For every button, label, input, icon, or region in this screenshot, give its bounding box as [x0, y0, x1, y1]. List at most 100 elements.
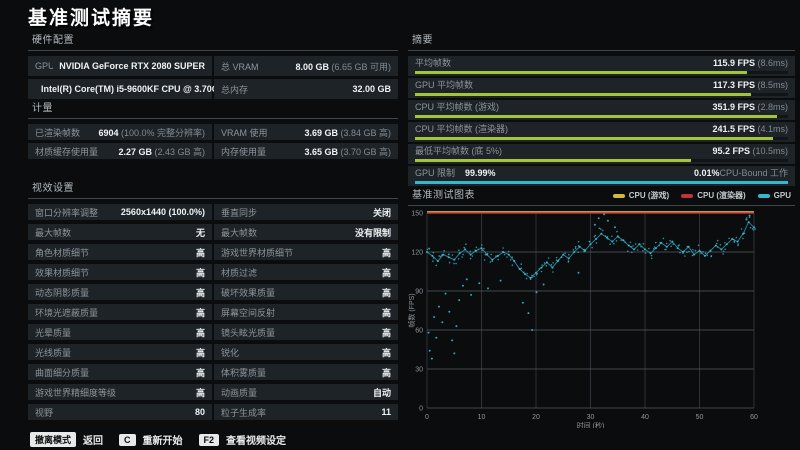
- svg-text:40: 40: [641, 414, 649, 421]
- setting-cell-value: 高: [195, 307, 205, 318]
- gpu-bound-label: GPU 限制: [415, 168, 456, 178]
- summary-row-label: 平均帧数: [415, 58, 452, 68]
- hint-back[interactable]: 撤离模式 返回: [30, 432, 103, 447]
- svg-text:90: 90: [415, 289, 423, 296]
- setting-cell-label: 效果材质细节: [35, 267, 90, 278]
- setting-cell-value: 关闭: [372, 207, 391, 218]
- hardware-cell-label: 总内存: [221, 84, 249, 95]
- summary-row-head: CPU 平均帧数 (游戏) 351.9 FPS (2.8ms): [415, 102, 788, 113]
- hardware-cell-label: 总 VRAM: [221, 61, 259, 72]
- metrics-header: 计量: [28, 98, 398, 119]
- metric-cell-value: 3.69 GB (3.84 GB 高): [304, 127, 391, 138]
- fps-bar-fill: [415, 71, 747, 74]
- graph-title: 基准测试图表: [412, 190, 475, 201]
- hardware-panel: 硬件配置 GPU NVIDIA GeForce RTX 2080 SUPER 总 V…: [28, 30, 398, 99]
- summary-row-head: CPU 平均帧数 (渲染器) 241.5 FPS (4.1ms): [415, 124, 788, 135]
- setting-cell-value: 高: [195, 387, 205, 398]
- summary-row-value: 115.9 FPS (8.6ms): [712, 58, 788, 68]
- metric-cell-muted: (100.0% 完整分辨率): [118, 127, 205, 138]
- setting-cell-value: 高: [195, 287, 205, 298]
- setting-cell-label: 屏幕空间反射: [221, 307, 276, 318]
- svg-text:60: 60: [750, 414, 758, 421]
- setting-cell-value: 高: [381, 367, 391, 378]
- setting-cell-value: 无: [195, 227, 205, 238]
- setting-cell: 光晕质量 高: [28, 324, 212, 340]
- setting-cell-value: 高: [381, 327, 391, 338]
- hint-video-settings[interactable]: F2 查看视频设定: [198, 432, 287, 447]
- hint-label: 查看视频设定: [226, 436, 287, 447]
- svg-text:150: 150: [411, 211, 423, 218]
- setting-cell: 锐化 高: [214, 344, 398, 360]
- setting-cell-label: 垂直同步: [221, 207, 258, 218]
- metric-cell-muted: (3.84 GB 高): [337, 127, 391, 138]
- setting-cell-value: 80: [194, 407, 205, 417]
- setting-cell: 屏幕空间反射 高: [214, 304, 398, 320]
- setting-cell: 光线质量 高: [28, 344, 212, 360]
- setting-cell: 曲面细分质量 高: [28, 364, 212, 380]
- setting-cell: 材质过滤 高: [214, 264, 398, 280]
- setting-cell-value: 11: [381, 407, 391, 417]
- metric-cell-value: 2.27 GB (2.43 GB 高): [118, 146, 205, 157]
- metric-cell-muted: (3.70 GB 高): [337, 146, 391, 157]
- gpu-bound-left: GPU 限制 99.99%: [415, 168, 496, 179]
- setting-cell: 动画质量 自动: [214, 384, 398, 400]
- setting-cell-label: 粒子生成率: [221, 407, 267, 418]
- legend-swatch: [681, 193, 694, 198]
- benchmark-chart-svg: 0 10 20 30 40 50 60 0 30 60 90 120 150 时间 (秒) 帧数 (FPS): [407, 211, 758, 431]
- setting-cell-label: 体积雾质量: [221, 367, 267, 378]
- summary-row-ms: (4.1ms): [754, 124, 788, 134]
- setting-cell: 粒子生成率 11: [214, 404, 398, 420]
- svg-text:10: 10: [478, 414, 486, 421]
- hint-bar: 撤离模式 返回 C 重新开始 F2 查看视频设定: [30, 432, 286, 447]
- setting-cell-label: 破坏效果质量: [221, 287, 276, 298]
- metric-cell: 内存使用量 3.65 GB (3.70 GB 高): [214, 143, 398, 159]
- setting-cell-label: 锐化: [221, 347, 240, 358]
- summary-header: 摘要: [408, 30, 795, 51]
- setting-cell-label: 游戏世界材质细节: [221, 247, 294, 258]
- hint-keycap: C: [119, 433, 136, 446]
- metrics-grid: 已渲染帧数 6904 (100.0% 完整分辨率) VRAM 使用 3.69 GB (…: [28, 124, 398, 159]
- graph-legend: CPU (游戏) CPU (渲染器) GPU: [612, 190, 791, 201]
- metric-cell-label: 内存使用量: [221, 146, 267, 157]
- metric-cell-value: 6904 (100.0% 完整分辨率): [98, 127, 205, 138]
- hardware-cell: GPU NVIDIA GeForce RTX 2080 SUPER: [28, 56, 212, 76]
- setting-cell-value: 高: [195, 267, 205, 278]
- visual-settings-header: 视效设置: [28, 178, 398, 199]
- setting-cell: 镜头眩光质量 高: [214, 324, 398, 340]
- setting-cell: 垂直同步 关闭: [214, 204, 398, 220]
- metric-cell: VRAM 使用 3.69 GB (3.84 GB 高): [214, 124, 398, 140]
- fps-bar-fill: [415, 93, 751, 96]
- fps-bar-fill: [415, 137, 774, 140]
- gpu-bound-bar-fill: [415, 181, 788, 184]
- setting-cell: 游戏世界材质细节 高: [214, 244, 398, 260]
- setting-cell-value: 高: [195, 347, 205, 358]
- summary-row: 平均帧数 115.9 FPS (8.6ms): [408, 56, 795, 76]
- page-title: 基准测试摘要: [28, 8, 155, 29]
- setting-cell-value: 高: [381, 347, 391, 358]
- setting-cell: 最大帧数 没有限制: [214, 224, 398, 240]
- hint-restart[interactable]: C 重新开始: [119, 432, 183, 447]
- svg-text:120: 120: [411, 250, 423, 257]
- setting-cell-value: 高: [381, 247, 391, 258]
- summary-rows: 平均帧数 115.9 FPS (8.6ms) GPU 平均帧数 117.3 FPS (…: [408, 56, 795, 186]
- summary-row-label: CPU 平均帧数 (游戏): [415, 102, 499, 112]
- hardware-cell-muted: (6.65 GB 可用): [328, 61, 391, 72]
- cpu-bound-label: CPU-Bound 工作: [719, 168, 788, 178]
- legend-label: GPU: [773, 191, 791, 200]
- summary-row-label: CPU 平均帧数 (渲染器): [415, 124, 508, 134]
- svg-text:0: 0: [419, 406, 423, 413]
- summary-row-ms: (8.5ms): [754, 80, 788, 90]
- hint-label: 重新开始: [142, 436, 183, 447]
- setting-cell: 环境光遮蔽质量 高: [28, 304, 212, 320]
- summary-row-value: 351.9 FPS (2.8ms): [712, 102, 788, 112]
- setting-cell-label: 曲面细分质量: [35, 367, 90, 378]
- setting-cell-label: 游戏世界精细度等级: [35, 387, 117, 398]
- hardware-cell: 总内存 32.00 GB: [214, 79, 398, 99]
- fps-bar-fill: [415, 115, 777, 118]
- summary-row-value: 117.3 FPS (8.5ms): [712, 80, 788, 90]
- hint-label: 返回: [83, 436, 104, 447]
- summary-row-ms: (10.5ms): [749, 146, 788, 156]
- metrics-panel: 计量 已渲染帧数 6904 (100.0% 完整分辨率) VRAM 使用 3.69 G…: [28, 98, 398, 159]
- setting-cell-value: 高: [195, 367, 205, 378]
- legend-swatch: [757, 193, 770, 198]
